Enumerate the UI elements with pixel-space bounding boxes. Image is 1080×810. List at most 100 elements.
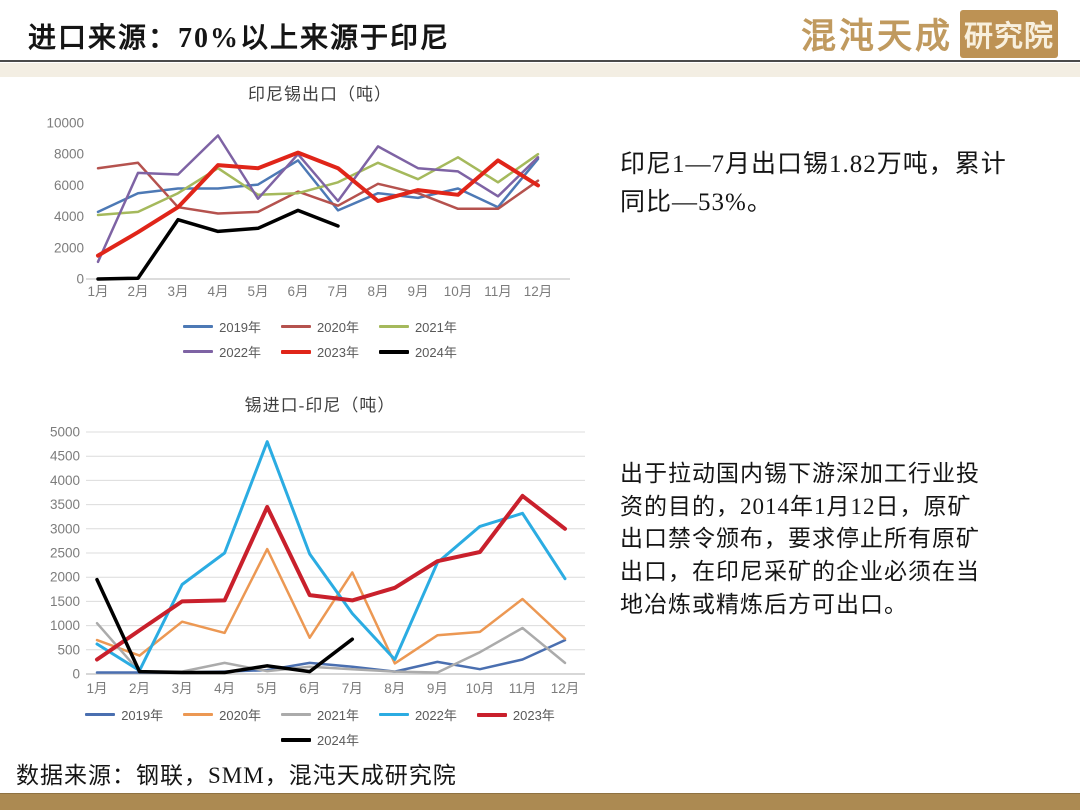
x-axis-label: 1月 xyxy=(86,681,107,696)
series-line-2023年 xyxy=(96,150,540,258)
x-axis-label: 11月 xyxy=(509,681,537,696)
y-axis-label: 8000 xyxy=(54,147,84,162)
x-axis-label: 1月 xyxy=(87,284,108,299)
title-divider xyxy=(0,60,1080,62)
header-band xyxy=(0,63,1080,77)
import-chart-legend: 2019年 2020年 2021年 2022年 2023年 2024年 xyxy=(40,702,600,752)
x-axis-label: 11月 xyxy=(484,284,512,299)
x-axis-label: 10月 xyxy=(444,284,473,299)
x-axis-label: 6月 xyxy=(299,681,320,696)
page-title: 进口来源：70%以上来源于印尼 xyxy=(28,23,451,54)
source-note: 数据来源：钢联，SMM，混沌天成研究院 xyxy=(16,763,457,788)
series-line-2021年 xyxy=(96,152,540,217)
series-line-2020年 xyxy=(96,161,540,215)
x-axis-label: 2月 xyxy=(127,284,148,299)
legend-item: 2022年 xyxy=(183,342,261,361)
y-axis-label: 6000 xyxy=(54,178,84,193)
y-axis-label: 3000 xyxy=(50,521,80,536)
legend-label: 2019年 xyxy=(121,708,164,723)
x-axis-label: 9月 xyxy=(407,284,428,299)
y-axis-label: 5000 xyxy=(50,425,80,440)
series-line-2024年 xyxy=(95,577,355,675)
x-axis-label: 8月 xyxy=(384,681,405,696)
brand-logo-seal: 研究院 xyxy=(959,9,1058,58)
y-axis-label: 10000 xyxy=(46,116,84,131)
legend-item: 2022年 xyxy=(378,705,457,724)
x-axis-label: 12月 xyxy=(551,681,580,696)
x-axis-label: 2月 xyxy=(129,681,150,696)
x-axis-label: 10月 xyxy=(466,681,495,696)
series-line-2022年 xyxy=(96,134,540,264)
import-chart: 锡进口-印尼（吨） 0 500 1000 1500 2000 2500 3000 3500 40… xyxy=(40,391,600,752)
x-axis-label: 9月 xyxy=(427,681,448,696)
import-chart-title: 锡进口-印尼（吨） xyxy=(244,396,396,415)
y-axis-label: 2000 xyxy=(50,570,80,585)
legend-label: 2022年 xyxy=(219,345,262,360)
legend-item: 2021年 xyxy=(378,317,457,336)
x-axis-label: 3月 xyxy=(167,284,188,299)
x-axis-label: 7月 xyxy=(342,681,363,696)
legend-swatch xyxy=(476,712,507,717)
legend-label: 2021年 xyxy=(414,320,457,335)
legend-label: 2024年 xyxy=(317,733,359,748)
brand-logo-text: 混沌天成 xyxy=(800,17,953,56)
legend-label: 2022年 xyxy=(414,708,457,723)
x-axis-label: 8月 xyxy=(367,284,388,299)
legend-label: 2021年 xyxy=(317,708,359,723)
x-axis-label: 6月 xyxy=(287,284,308,299)
export-chart-title: 印尼锡出口（吨） xyxy=(248,85,392,104)
legend-swatch xyxy=(281,325,312,328)
commentary-export: 印尼1—7月出口锡1.82万吨，累计 同比—53%。 xyxy=(620,151,1007,216)
export-chart: 印尼锡出口（吨） 0 2000 4000 6000 8000 10000 1月 2月 3月 4月 5… xyxy=(40,80,600,364)
legend-label: 2023年 xyxy=(317,345,359,360)
legend-swatch xyxy=(378,325,409,328)
x-axis-label: 4月 xyxy=(214,681,235,696)
legend-item: 2021年 xyxy=(281,705,359,724)
legend-item: 2020年 xyxy=(281,317,359,336)
y-axis-label: 2000 xyxy=(54,240,84,255)
series-line-2023年 xyxy=(95,493,567,662)
legend-swatch xyxy=(183,325,214,328)
x-axis-label: 4月 xyxy=(207,284,228,299)
y-axis-label: 4000 xyxy=(54,209,84,224)
legend-swatch xyxy=(85,713,116,716)
legend-swatch xyxy=(281,713,312,716)
legend-item: 2024年 xyxy=(378,342,457,361)
legend-label: 2024年 xyxy=(414,345,457,360)
y-axis-label: 3500 xyxy=(50,497,80,512)
legend-swatch xyxy=(281,737,312,742)
legend-swatch xyxy=(183,350,214,353)
x-axis-label: 5月 xyxy=(247,284,268,299)
legend-swatch xyxy=(183,713,214,716)
series-line-2024年 xyxy=(96,208,340,281)
x-axis-label: 3月 xyxy=(172,681,193,696)
y-axis-label: 4000 xyxy=(50,473,80,488)
legend-item: 2023年 xyxy=(281,342,359,361)
accent-bar xyxy=(0,793,1080,810)
legend-label: 2020年 xyxy=(317,320,359,335)
y-axis-label: 1500 xyxy=(50,594,80,609)
legend-item: 2019年 xyxy=(85,705,163,724)
legend-item: 2020年 xyxy=(183,705,261,724)
x-axis-label: 7月 xyxy=(327,284,348,299)
legend-label: 2020年 xyxy=(219,708,262,723)
y-axis-label: 1000 xyxy=(50,618,80,633)
y-axis-label: 0 xyxy=(76,272,84,287)
y-axis-label: 2500 xyxy=(50,546,80,561)
legend-label: 2019年 xyxy=(219,320,262,335)
legend-item: 2019年 xyxy=(183,317,261,336)
import-chart-plot: 0 500 1000 1500 2000 2500 3000 3500 4000 4500 5000… xyxy=(50,425,585,696)
legend-item: 2024年 xyxy=(281,730,359,749)
series-line-2022年 xyxy=(95,440,567,673)
x-axis-label: 5月 xyxy=(257,681,278,696)
legend-swatch xyxy=(378,349,409,354)
legend-swatch xyxy=(378,713,409,716)
series-line-2020年 xyxy=(95,547,567,665)
y-axis-label: 0 xyxy=(72,667,80,682)
legend-swatch xyxy=(281,349,312,354)
export-chart-plot: 0 2000 4000 6000 8000 10000 1月 2月 3月 4月 5月 6月 7月 8月 9月… xyxy=(46,116,570,299)
export-chart-legend: 2019年 2020年 2021年 2022年 2023年 2024年 xyxy=(135,314,505,364)
y-axis-label: 4500 xyxy=(50,449,80,464)
legend-item: 2023年 xyxy=(476,705,555,724)
